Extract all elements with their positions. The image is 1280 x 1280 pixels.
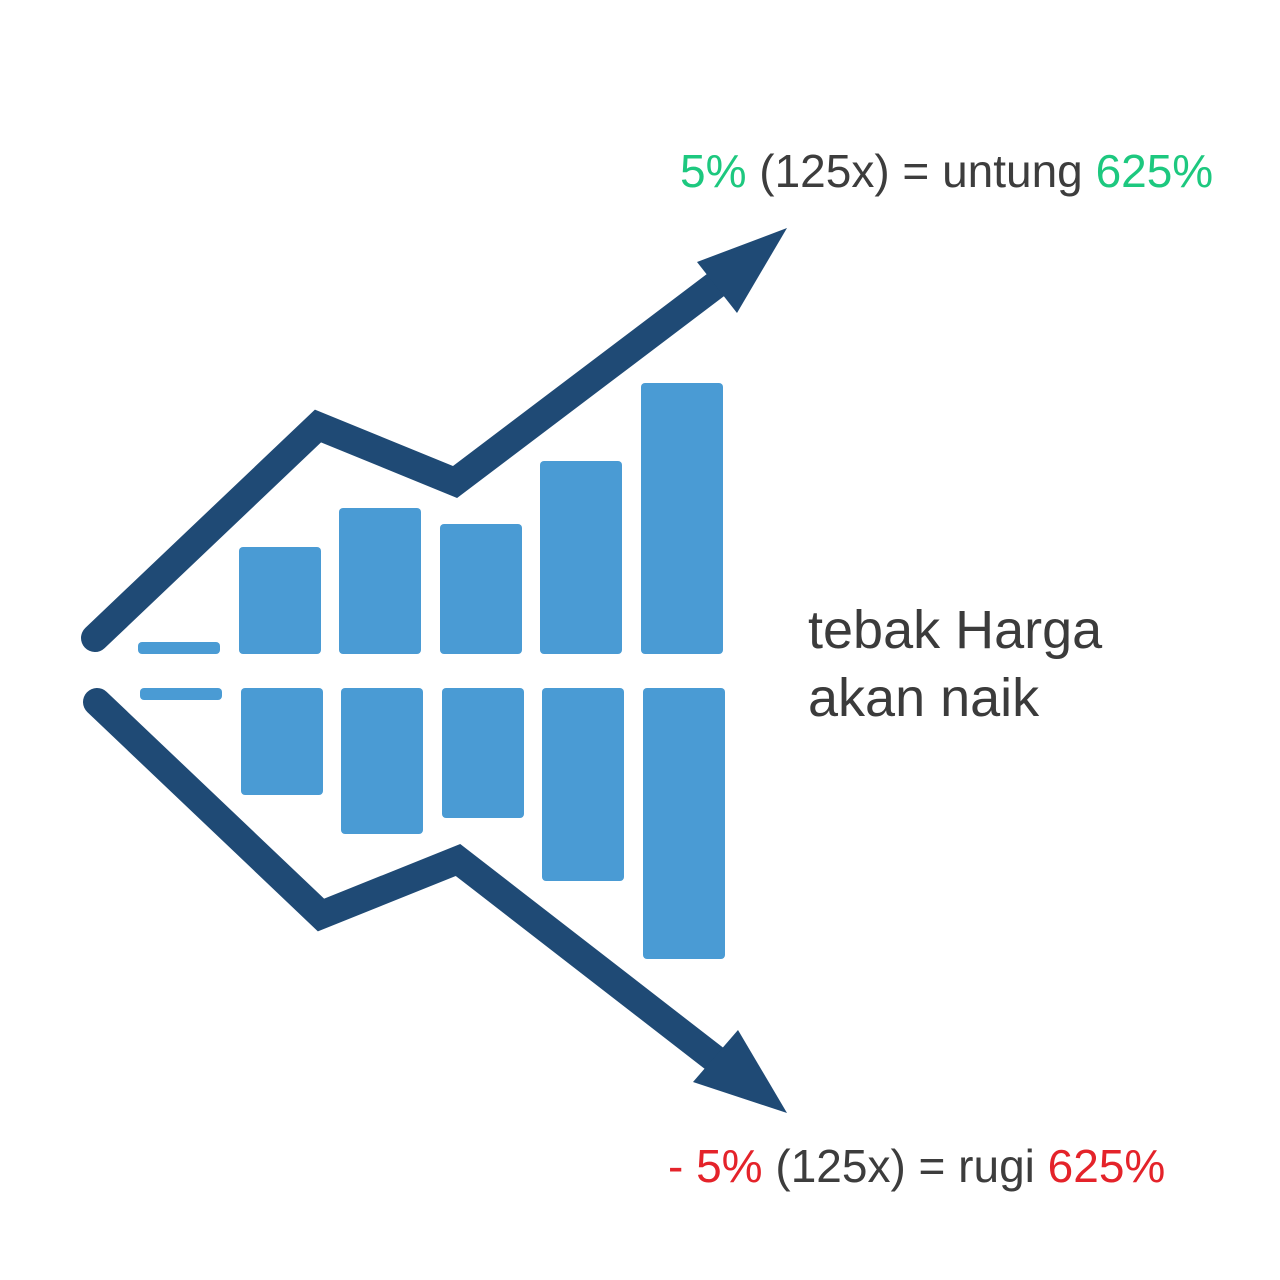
upper-bar-3 (339, 508, 421, 654)
rising-arrow-head (697, 228, 787, 313)
lower-bar-1 (140, 688, 222, 700)
lower-bar-5 (542, 688, 624, 881)
profit-caption: 5% (125x) = untung 625% (680, 148, 1213, 194)
prediction-line-1: tebak Harga (808, 600, 1103, 660)
falling-trend-line (83, 688, 756, 1094)
loss-percent: - 5% (668, 1140, 763, 1192)
profit-formula: (125x) = untung (746, 145, 1096, 197)
upper-bar-6 (641, 383, 723, 654)
upper-bar-2 (239, 547, 321, 654)
lower-bar-4 (442, 688, 524, 818)
rising-trend-arrow-icon (81, 228, 787, 652)
upper-bar-5 (540, 461, 622, 654)
lower-bar-2 (241, 688, 323, 795)
falling-arrow-head (693, 1030, 787, 1113)
prediction-line-2: akan naik (808, 668, 1040, 728)
falling-trend-arrow-icon (83, 688, 787, 1113)
loss-result: 625% (1047, 1140, 1166, 1192)
loss-formula: (125x) = rugi (762, 1140, 1048, 1192)
lower-bars (140, 688, 725, 959)
rising-trend-line (81, 251, 756, 652)
profit-result: 625% (1095, 145, 1214, 197)
profit-percent: 5% (680, 145, 747, 197)
lower-bar-3 (341, 688, 423, 834)
upper-bars (138, 383, 723, 654)
prediction-caption: tebak Harga akan naik (808, 596, 1102, 732)
upper-bar-4 (440, 524, 522, 654)
upper-bar-1 (138, 642, 220, 654)
lower-bar-6 (643, 688, 725, 959)
loss-caption: - 5% (125x) = rugi 625% (668, 1143, 1165, 1189)
